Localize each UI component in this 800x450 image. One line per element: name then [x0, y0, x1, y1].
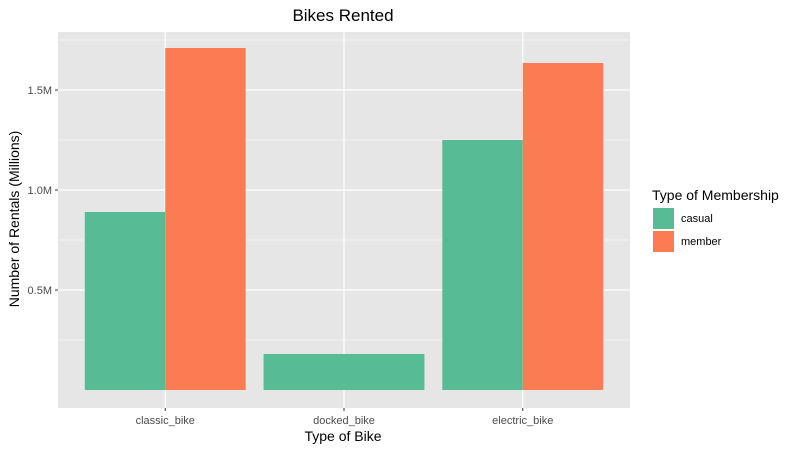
x-axis: classic_bike docked_bike electric_bike [136, 408, 553, 427]
y-axis: 0.5M 1.0M 1.5M [28, 85, 58, 297]
bar-docked_bike-casual [263, 354, 425, 390]
legend-label-member: member [681, 236, 722, 248]
bars [84, 48, 604, 390]
bar-electric_bike-casual [442, 140, 523, 390]
y-tick-label: 0.5M [28, 285, 52, 297]
chart-title: Bikes Rented [292, 6, 393, 25]
x-tick-label: classic_bike [136, 415, 195, 427]
x-tick-label: docked_bike [313, 415, 375, 427]
y-tick-label: 1.5M [28, 85, 52, 97]
x-axis-title: Type of Bike [304, 428, 381, 444]
x-tick-label: electric_bike [492, 415, 553, 427]
legend-swatch-member [653, 231, 674, 252]
bar-electric_bike-member [522, 63, 604, 390]
y-tick-label: 1.0M [28, 185, 52, 197]
legend: Type of Membership casual member [652, 187, 779, 252]
legend-label-casual: casual [681, 213, 713, 225]
bar-classic_bike-member [165, 48, 246, 390]
bar-classic_bike-casual [84, 212, 166, 390]
legend-swatch-casual [653, 208, 674, 229]
legend-title: Type of Membership [652, 187, 779, 203]
y-axis-title: Number of Rentals (Millions) [6, 131, 22, 308]
